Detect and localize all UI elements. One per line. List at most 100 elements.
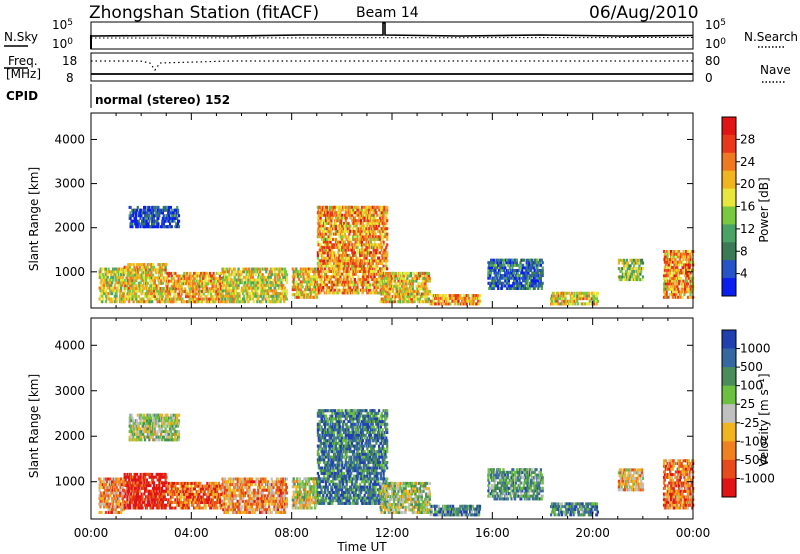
power-cell	[151, 208, 154, 212]
power-cell	[160, 287, 164, 290]
power-cell	[676, 290, 679, 294]
power-cell	[360, 227, 363, 231]
power-cell	[331, 264, 334, 268]
power-cell	[381, 270, 384, 273]
power-cell	[367, 291, 370, 295]
power-cell	[510, 287, 513, 290]
power-cell	[390, 282, 393, 286]
power-cell	[494, 276, 497, 280]
power-cell	[139, 263, 142, 267]
power-cell	[665, 274, 668, 278]
power-cell	[401, 282, 405, 286]
power-cell	[177, 208, 180, 212]
power-cell	[277, 281, 280, 285]
power-cell	[114, 297, 117, 301]
power-cell	[496, 266, 499, 270]
power-cell	[587, 291, 590, 295]
power-cell	[162, 292, 165, 296]
power-cell	[144, 265, 148, 269]
power-cell	[447, 302, 450, 306]
power-cell	[319, 205, 322, 209]
power-cell	[457, 299, 460, 303]
power-cell	[540, 284, 543, 288]
power-cell	[684, 252, 687, 256]
power-cell	[402, 277, 405, 280]
power-cell	[369, 251, 373, 255]
power-cell	[636, 272, 639, 276]
power-cell	[378, 256, 381, 260]
power-cell	[372, 270, 375, 273]
power-cell	[487, 274, 490, 278]
power-cell	[410, 279, 413, 283]
power-cell	[335, 205, 338, 209]
power-cell	[588, 299, 591, 303]
power-cell	[192, 289, 195, 293]
power-cell	[334, 224, 337, 228]
power-cell	[406, 271, 409, 275]
power-cell	[539, 276, 542, 280]
power-cell	[102, 273, 105, 277]
power-cell	[680, 285, 683, 288]
power-cell	[360, 262, 364, 265]
power-cell	[382, 282, 385, 286]
power-cell	[691, 290, 694, 294]
power-cell	[101, 292, 104, 296]
power-cell	[139, 300, 142, 304]
power-cell	[224, 267, 227, 271]
power-cell	[314, 267, 317, 271]
power-cell	[380, 219, 383, 223]
power-cell	[371, 267, 374, 271]
power-cell	[350, 278, 353, 281]
power-cell	[231, 278, 234, 282]
power-cell	[469, 302, 473, 306]
power-cell	[425, 279, 428, 283]
power-cell	[108, 270, 111, 274]
power-cell	[682, 282, 685, 286]
power-cell	[624, 278, 627, 282]
power-cell	[666, 285, 669, 288]
power-cell	[180, 284, 183, 288]
power-cell	[149, 268, 152, 272]
power-cell	[669, 271, 672, 275]
power-cell	[500, 269, 503, 272]
power-cell	[372, 211, 375, 215]
power-cell	[326, 291, 329, 295]
power-cell	[322, 253, 325, 257]
power-cell	[247, 289, 250, 293]
power-cell	[164, 300, 167, 304]
power-cell	[157, 276, 160, 280]
power-cell	[162, 222, 165, 226]
power-cell	[381, 237, 384, 241]
beam-label: Beam 14	[356, 5, 419, 21]
power-cell	[210, 300, 213, 304]
power-cell	[682, 266, 685, 270]
power-cell	[323, 248, 326, 252]
power-cell	[322, 245, 325, 249]
power-cell	[439, 294, 442, 298]
power-cell	[171, 282, 174, 286]
power-cell	[370, 229, 373, 233]
power-cell	[178, 284, 181, 288]
power-cell	[309, 282, 312, 286]
power-cell	[162, 214, 165, 218]
power-cell	[129, 225, 132, 229]
power-cell	[215, 297, 218, 301]
power-cell	[360, 219, 363, 223]
power-cell	[359, 256, 362, 260]
power-cell	[621, 275, 624, 279]
power-cell	[277, 273, 280, 277]
velocity-cell	[98, 488, 101, 492]
power-cell	[319, 219, 322, 223]
power-cell	[429, 299, 432, 303]
power-cell	[525, 281, 528, 285]
power-cell	[574, 302, 577, 306]
power-cell	[677, 295, 680, 299]
power-cell	[379, 208, 382, 212]
power-cell	[386, 237, 389, 241]
power-cell	[101, 300, 104, 304]
power-cell	[624, 261, 627, 265]
power-cell	[185, 279, 188, 283]
power-cell	[238, 294, 241, 298]
power-cell	[314, 277, 317, 281]
power-cell	[259, 286, 262, 290]
